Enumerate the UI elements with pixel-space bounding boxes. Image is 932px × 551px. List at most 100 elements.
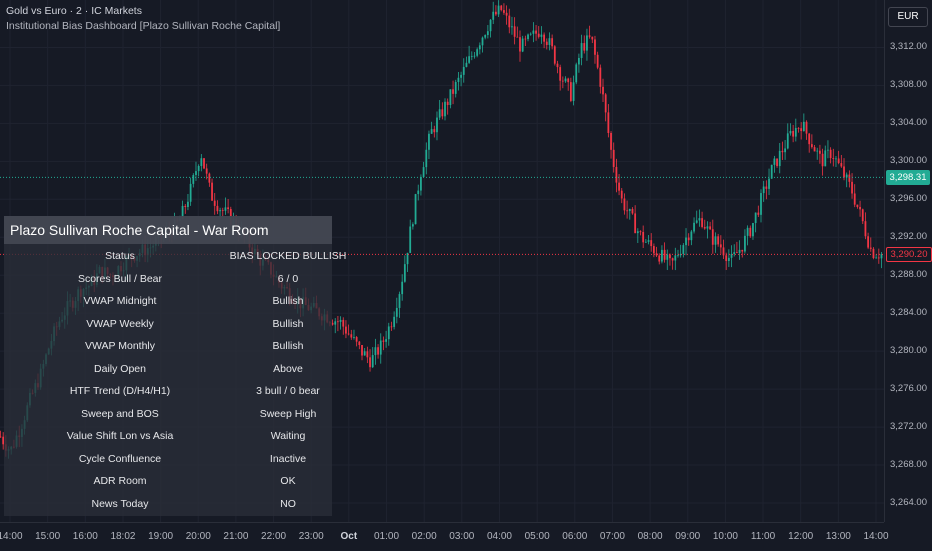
candle bbox=[690, 229, 693, 246]
candle bbox=[197, 164, 200, 177]
candle bbox=[778, 142, 781, 174]
candle bbox=[760, 189, 762, 223]
price-tick: 3,312.00 bbox=[890, 41, 927, 53]
candle bbox=[693, 217, 695, 234]
candle bbox=[454, 79, 457, 98]
time-tick: 05:00 bbox=[524, 531, 550, 542]
dashboard-row-label: HTF Trend (D/H4/H1) bbox=[69, 385, 171, 397]
candle bbox=[516, 26, 519, 38]
candle bbox=[575, 62, 578, 85]
candle bbox=[476, 47, 479, 58]
time-tick: 01:00 bbox=[374, 531, 400, 542]
price-tick: 3,280.00 bbox=[890, 345, 927, 357]
candle bbox=[203, 157, 205, 170]
time-tick: 16:00 bbox=[72, 531, 98, 542]
candle bbox=[494, 5, 497, 16]
dashboard-row: ADR Room OK bbox=[4, 471, 332, 493]
candle bbox=[802, 113, 805, 132]
candle bbox=[543, 32, 545, 49]
candle bbox=[430, 121, 433, 134]
candle bbox=[433, 125, 436, 138]
candle bbox=[679, 244, 682, 258]
candle bbox=[827, 140, 829, 159]
reference-price-label: 3,298.31 bbox=[886, 169, 930, 185]
candle bbox=[867, 232, 870, 250]
candle bbox=[805, 120, 808, 140]
candle bbox=[768, 168, 770, 195]
dashboard-row-value: OK bbox=[280, 475, 296, 487]
candle bbox=[492, 1, 495, 25]
price-tick: 3,284.00 bbox=[890, 307, 927, 319]
candle bbox=[385, 330, 388, 348]
candle bbox=[757, 205, 760, 218]
dashboard-row-label: ADR Room bbox=[93, 475, 147, 487]
candle bbox=[369, 349, 371, 372]
candle bbox=[187, 194, 189, 211]
candle bbox=[393, 311, 396, 330]
candle bbox=[465, 56, 468, 68]
candle bbox=[363, 347, 366, 356]
indicator-name[interactable]: Institutional Bias Dashboard [Plazo Sull… bbox=[6, 20, 281, 32]
candle bbox=[701, 211, 703, 229]
candle bbox=[618, 174, 620, 196]
candle bbox=[730, 245, 733, 268]
candle bbox=[765, 180, 768, 200]
candle bbox=[588, 25, 591, 39]
candle bbox=[837, 150, 840, 165]
candle bbox=[513, 17, 516, 45]
currency-button[interactable]: EUR bbox=[888, 7, 928, 27]
time-tick: 11:00 bbox=[750, 531, 776, 542]
candle bbox=[642, 225, 645, 248]
symbol-title[interactable]: Gold vs Euro · 2 · IC Markets bbox=[6, 5, 142, 17]
dashboard-row: Status BIAS LOCKED BULLISH bbox=[4, 246, 346, 268]
candle bbox=[719, 235, 722, 254]
time-tick: 10:00 bbox=[712, 531, 738, 542]
candle bbox=[449, 89, 452, 109]
candle bbox=[545, 38, 548, 50]
dashboard-row-label: Cycle Confluence bbox=[78, 452, 162, 465]
candle bbox=[395, 297, 398, 324]
time-tick: 09:00 bbox=[675, 531, 701, 542]
candle bbox=[685, 228, 687, 256]
candle bbox=[401, 274, 404, 301]
candle bbox=[650, 233, 653, 252]
candle bbox=[861, 208, 864, 225]
candle bbox=[0, 430, 2, 438]
time-axis[interactable]: 14:00 15:00 16:00 18:02 19:00 20:00 21:00 22:00… bbox=[0, 522, 889, 551]
candle bbox=[489, 18, 492, 38]
candle bbox=[604, 92, 607, 122]
candle bbox=[789, 123, 792, 136]
candle bbox=[350, 329, 353, 340]
candle bbox=[781, 141, 784, 160]
dashboard-row: HTF Trend (D/H4/H1) 3 bull / 0 bear bbox=[4, 381, 332, 403]
candle bbox=[213, 193, 216, 215]
candle bbox=[776, 158, 778, 168]
candle bbox=[195, 161, 197, 181]
candle bbox=[537, 26, 540, 39]
candle bbox=[331, 319, 334, 326]
dashboard-row: Daily Open Above bbox=[4, 359, 332, 381]
candle bbox=[189, 177, 192, 206]
candle bbox=[446, 98, 449, 115]
candle bbox=[848, 170, 851, 188]
candle bbox=[821, 148, 824, 176]
candle bbox=[436, 111, 438, 141]
candle bbox=[663, 242, 666, 263]
candle bbox=[674, 247, 677, 271]
candle bbox=[358, 340, 361, 350]
candle bbox=[661, 245, 663, 264]
candle bbox=[695, 210, 698, 224]
candle bbox=[671, 257, 674, 270]
time-tick: 06:00 bbox=[562, 531, 588, 542]
candle bbox=[607, 104, 610, 138]
candle bbox=[853, 184, 856, 208]
dashboard-row-value: 3 bull / 0 bear bbox=[256, 385, 320, 397]
candle bbox=[709, 221, 712, 230]
candle bbox=[786, 123, 789, 150]
candle bbox=[406, 252, 409, 272]
candle bbox=[875, 254, 878, 259]
dashboard-row-label: Status bbox=[105, 250, 135, 262]
time-tick: 02:00 bbox=[411, 531, 437, 542]
candle bbox=[216, 200, 219, 215]
